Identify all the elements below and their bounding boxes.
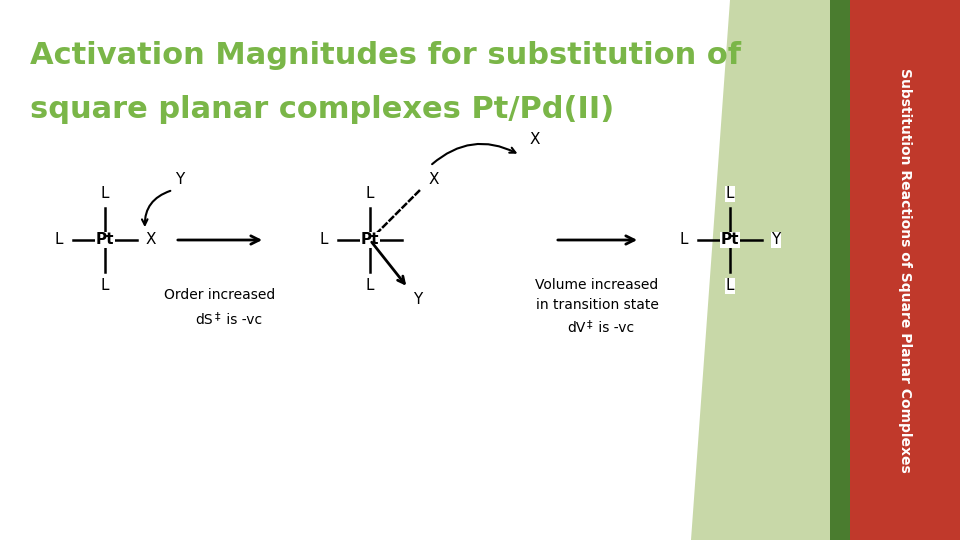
Text: L: L <box>101 186 109 201</box>
Text: L: L <box>726 186 734 201</box>
Text: Y: Y <box>772 233 780 247</box>
Text: Substitution Reactions of Square Planar Complexes: Substitution Reactions of Square Planar … <box>898 68 912 472</box>
Text: X: X <box>530 132 540 147</box>
Text: X: X <box>146 233 156 247</box>
Text: ‡: ‡ <box>587 319 592 329</box>
Text: ‡: ‡ <box>215 311 221 321</box>
Text: L: L <box>320 233 328 247</box>
Polygon shape <box>691 0 830 540</box>
Text: Y: Y <box>176 172 184 187</box>
Text: is -vc: is -vc <box>594 321 635 335</box>
Text: Pt: Pt <box>361 233 379 247</box>
Text: L: L <box>680 233 688 247</box>
Text: in transition state: in transition state <box>536 298 659 312</box>
Text: dV: dV <box>567 321 586 335</box>
Text: L: L <box>366 279 374 294</box>
Text: L: L <box>726 279 734 294</box>
Text: Volume increased: Volume increased <box>536 278 659 292</box>
Text: Order increased: Order increased <box>164 288 276 302</box>
Text: L: L <box>55 233 63 247</box>
Bar <box>850 0 960 540</box>
Text: L: L <box>101 279 109 294</box>
Text: Activation Magnitudes for substitution of: Activation Magnitudes for substitution o… <box>30 40 741 70</box>
Text: square planar complexes Pt/Pd(II): square planar complexes Pt/Pd(II) <box>30 96 614 125</box>
Text: Pt: Pt <box>721 233 739 247</box>
Text: dS: dS <box>195 313 212 327</box>
Text: L: L <box>366 186 374 201</box>
Text: is -vc: is -vc <box>222 313 262 327</box>
Polygon shape <box>830 0 850 540</box>
Text: X: X <box>429 172 440 187</box>
Text: Y: Y <box>414 293 422 307</box>
Text: Pt: Pt <box>96 233 114 247</box>
